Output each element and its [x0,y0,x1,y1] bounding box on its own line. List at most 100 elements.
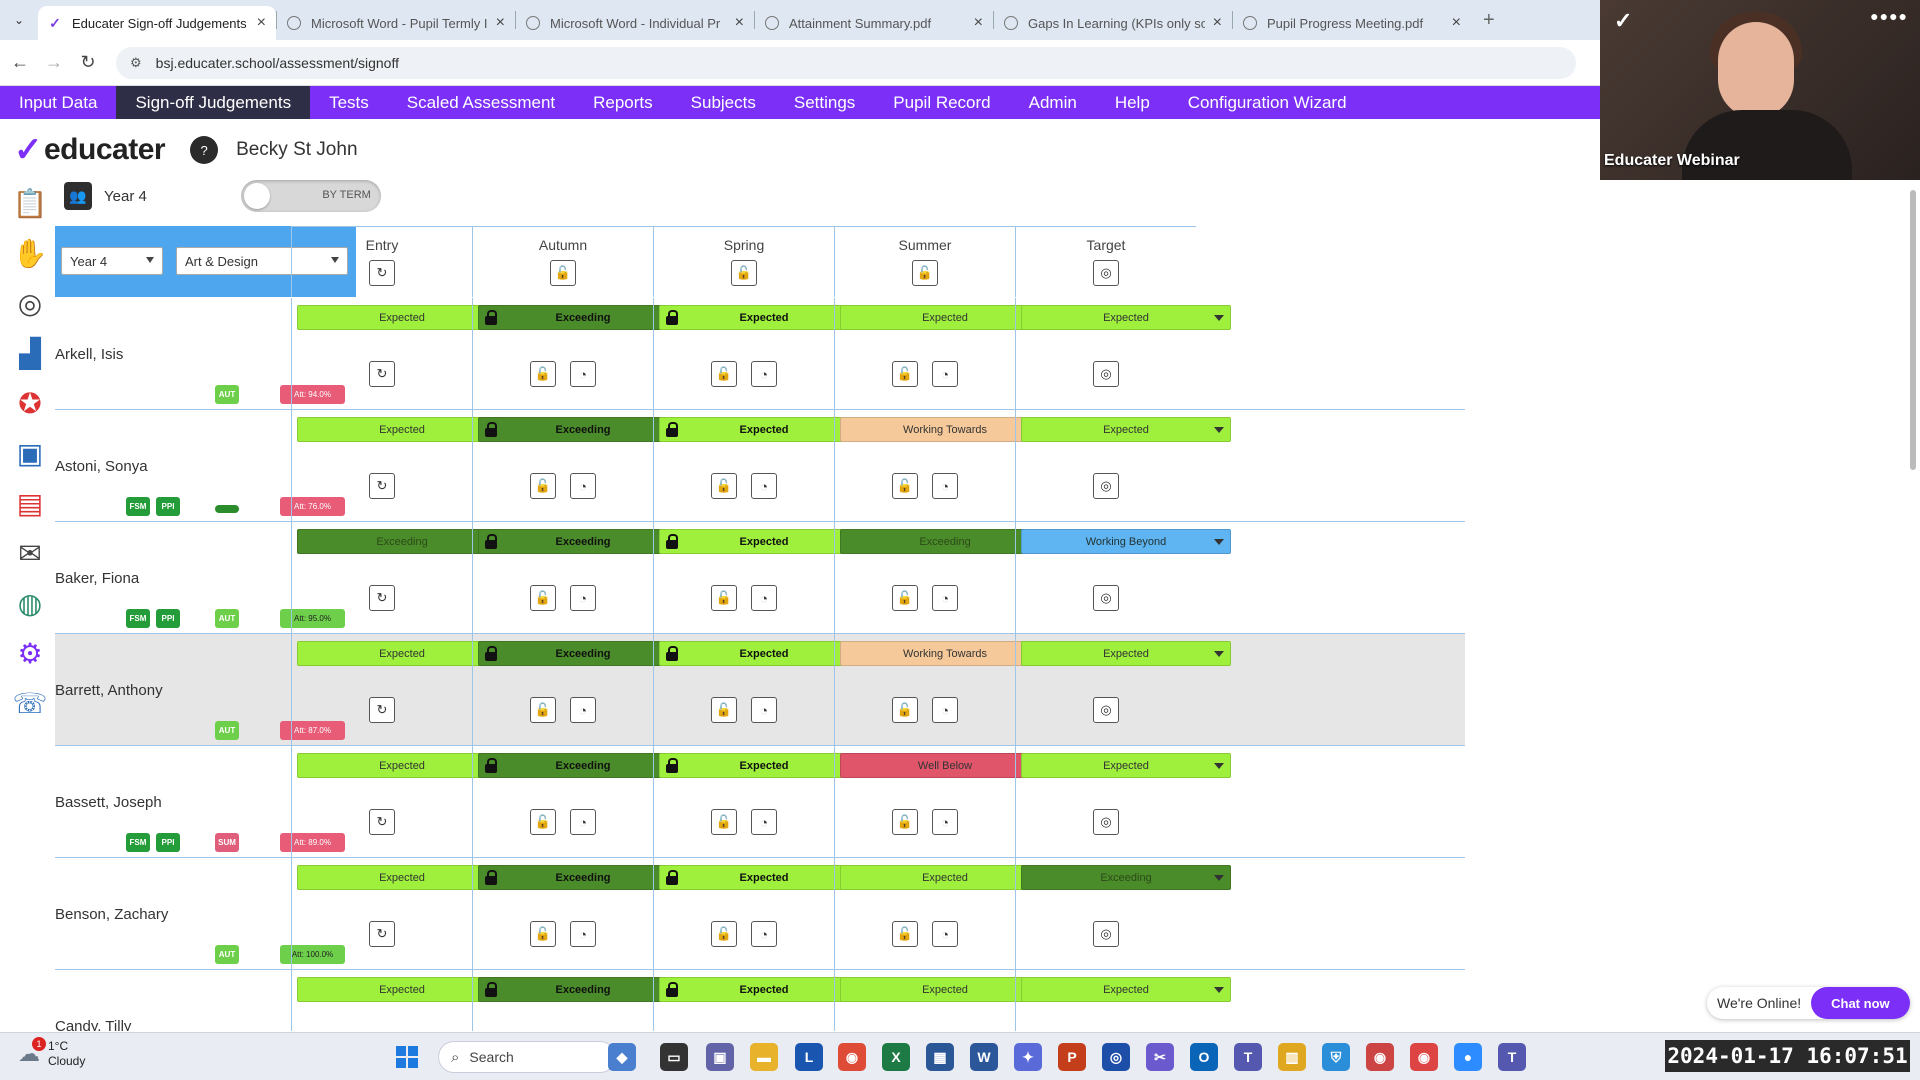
pie-chart-icon[interactable]: ◔ [932,473,958,499]
refresh-icon[interactable]: ↻ [369,809,395,835]
calculator-icon[interactable]: ▦ [926,1043,954,1071]
unlock-icon[interactable]: 🔓 [892,921,918,947]
unlock-icon[interactable]: 🔓 [912,260,938,286]
file-explorer-icon[interactable]: ▬ [750,1043,778,1071]
weather-widget[interactable]: ☁ 1 1°C Cloudy [18,1037,85,1069]
reload-icon[interactable]: ↻ [80,52,96,72]
pie-chart-icon[interactable]: ◔ [570,697,596,723]
unlock-icon[interactable]: 🔓 [530,697,556,723]
refresh-icon[interactable]: ↻ [369,921,395,947]
pie-chart-icon[interactable]: ◔ [932,921,958,947]
task-view-icon[interactable]: ▭ [660,1043,688,1071]
word-icon[interactable]: W [970,1043,998,1071]
pupil-name[interactable]: Candy, Tilly [55,1018,132,1031]
security-icon[interactable]: ⛨ [1322,1043,1350,1071]
back-arrow-icon[interactable]: ← [11,52,29,72]
year-select[interactable]: Year 4 [61,247,163,275]
globe-icon[interactable]: ◍ [17,587,43,619]
pupil-name[interactable]: Benson, Zachary [55,906,169,923]
browser-tab[interactable]: ✓ Educater Sign-off Judgements × [38,6,276,40]
pie-chart-icon[interactable]: ◔ [932,361,958,387]
refresh-icon[interactable]: ↻ [369,473,395,499]
target-icon[interactable]: ◎ [1093,697,1119,723]
nav-item-reports[interactable]: Reports [593,92,653,112]
new-tab-button[interactable]: + [1483,8,1495,31]
mail-icon[interactable]: ✉ [18,537,42,569]
refresh-icon[interactable]: ↻ [369,361,395,387]
chat-now-button[interactable]: Chat now [1811,987,1910,1019]
pupil-name[interactable]: Bassett, Joseph [55,794,162,811]
pupil-name[interactable]: Baker, Fiona [55,570,140,587]
close-icon[interactable]: × [256,14,266,31]
teams-chat-icon[interactable]: ▣ [706,1043,734,1071]
lexia-app-icon[interactable]: L [795,1043,823,1071]
teams-work-icon[interactable]: T [1498,1043,1526,1071]
nav-item-admin[interactable]: Admin [1028,92,1077,112]
judgement-target[interactable]: Expected [1021,977,1231,1002]
browser-tab[interactable]: Microsoft Word - Individual Pr × [516,6,754,40]
nav-item-subjects[interactable]: Subjects [690,92,756,112]
unlock-icon[interactable]: 🔓 [530,361,556,387]
educater-logo[interactable]: ✓ educater [14,130,166,170]
clipboard-icon[interactable]: 📋 [12,187,48,219]
zoom-icon[interactable]: ● [1454,1043,1482,1071]
refresh-icon[interactable]: ↻ [369,260,395,286]
browser-tab[interactable]: Pupil Progress Meeting.pdf × [1233,6,1471,40]
forward-arrow-icon[interactable]: → [45,52,63,72]
unlock-icon[interactable]: 🔓 [711,361,737,387]
taskbar-search[interactable]: ⌕ Search [438,1041,616,1073]
snipping-tool-icon[interactable]: ✂ [1146,1043,1174,1071]
scrollbar-thumb[interactable] [1910,190,1916,470]
close-icon[interactable]: × [973,14,983,31]
judgement-target[interactable]: Exceeding [1021,865,1231,890]
unlock-icon[interactable]: 🔓 [711,697,737,723]
nav-item-scaled-assessment[interactable]: Scaled Assessment [406,92,556,112]
nav-item-help[interactable]: Help [1114,92,1150,112]
unlock-icon[interactable]: 🔓 [530,809,556,835]
pie-chart-icon[interactable]: ◔ [570,585,596,611]
target-icon[interactable]: ◎ [1093,921,1119,947]
close-icon[interactable]: × [1451,14,1461,31]
tab-search-chevron-icon[interactable]: ⌄ [13,13,25,27]
target-icon[interactable]: ◎ [1093,473,1119,499]
target-icon[interactable]: ◎ [1093,361,1119,387]
unlock-icon[interactable]: 🔓 [530,585,556,611]
pie-chart-icon[interactable]: ◔ [570,473,596,499]
pie-chart-icon[interactable]: ◔ [751,361,777,387]
judgement-target[interactable]: Expected [1021,305,1231,330]
target-icon[interactable]: ◎ [17,287,43,319]
id-card-icon[interactable]: ▣ [16,437,44,469]
app-icon[interactable]: ✦ [1014,1043,1042,1071]
unlock-icon[interactable]: 🔓 [530,473,556,499]
outlook-icon[interactable]: O [1190,1043,1218,1071]
judgement-target[interactable]: Working Beyond [1021,529,1231,554]
close-icon[interactable]: × [495,14,505,31]
chrome-icon[interactable]: ◉ [838,1043,866,1071]
user-avatar-icon[interactable]: ? [190,136,219,164]
pie-chart-icon[interactable]: ◔ [932,585,958,611]
unlock-icon[interactable]: 🔓 [892,585,918,611]
book-icon[interactable]: ▤ [16,487,44,519]
judgement-target[interactable]: Expected [1021,641,1231,666]
pupil-name[interactable]: Barrett, Anthony [55,682,163,699]
unlock-icon[interactable]: 🔓 [550,260,576,286]
pupil-name[interactable]: Astoni, Sonya [55,458,148,475]
excel-icon[interactable]: X [882,1043,910,1071]
subject-select[interactable]: Art & Design [176,247,348,275]
sticky-app-icon[interactable]: ▥ [1278,1043,1306,1071]
nav-item-tests[interactable]: Tests [329,92,369,112]
pie-chart-icon[interactable]: ◔ [751,473,777,499]
pie-chart-icon[interactable]: ◔ [570,361,596,387]
unlock-icon[interactable]: 🔓 [711,585,737,611]
bar-chart-icon[interactable]: ▟ [19,337,41,369]
nav-item-configuration-wizard[interactable]: Configuration Wizard [1187,92,1347,112]
url-bar[interactable]: ⚙ bsj.educater.school/assessment/signoff [116,46,1576,79]
chrome-profile-icon[interactable]: ◉ [1366,1043,1394,1071]
pie-chart-icon[interactable]: ◔ [751,921,777,947]
page-scrollbar[interactable] [1906,180,1920,1030]
nav-item-sign-off-judgements[interactable]: Sign-off Judgements [116,86,311,119]
badge-icon[interactable]: ✪ [18,387,42,419]
unlock-icon[interactable]: 🔓 [711,921,737,947]
unlock-icon[interactable]: 🔓 [711,809,737,835]
nav-item-input-data[interactable]: Input Data [19,92,98,112]
